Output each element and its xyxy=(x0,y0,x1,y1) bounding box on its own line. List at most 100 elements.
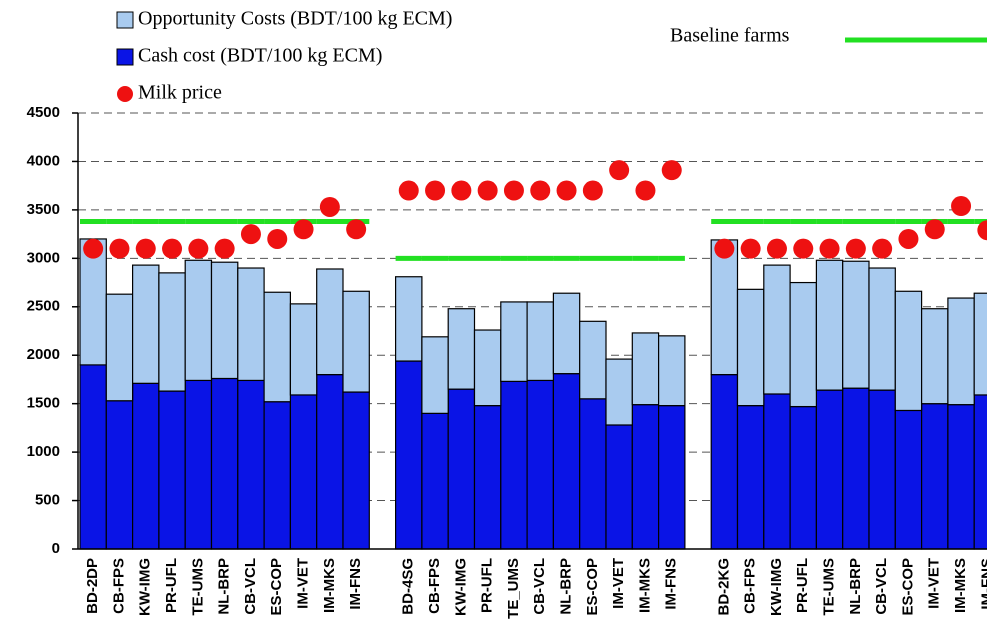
legend-label: Milk price xyxy=(138,82,222,104)
milk-price-dot xyxy=(714,238,735,259)
x-tick-label: ES-COP xyxy=(584,558,601,616)
x-tick-label: CB-VCL xyxy=(242,558,259,615)
x-tick-label: TE_UMS xyxy=(505,558,522,619)
milk-price-dot xyxy=(162,238,183,259)
bar xyxy=(132,264,160,384)
bar xyxy=(920,308,949,405)
bar xyxy=(736,288,765,407)
milk-price-dot xyxy=(530,180,551,201)
bar xyxy=(579,398,607,550)
bar xyxy=(473,329,502,407)
bar xyxy=(158,390,186,550)
bar xyxy=(763,264,791,395)
y-tick-label: 1500 xyxy=(27,395,60,412)
bar xyxy=(631,404,660,550)
milk-price-dot xyxy=(267,228,288,249)
milk-price-dot xyxy=(898,228,919,249)
x-tick-label: IM-VET xyxy=(295,558,312,609)
bar xyxy=(473,405,502,550)
bar xyxy=(421,412,449,550)
bar xyxy=(105,400,134,550)
legend-swatch xyxy=(116,48,134,66)
x-tick-label: IM-FNS xyxy=(978,558,987,610)
bar xyxy=(579,320,607,400)
legend-swatch xyxy=(116,11,134,29)
bar xyxy=(842,387,870,550)
bar xyxy=(289,303,318,396)
y-tick-label: 3000 xyxy=(27,249,60,266)
milk-price-dot xyxy=(582,180,603,201)
x-tick-label: ES-COP xyxy=(268,558,285,616)
y-tick-label: 2000 xyxy=(27,346,60,363)
milk-price-dot xyxy=(503,180,524,201)
bar xyxy=(421,336,449,414)
legend-label: Opportunity Costs (BDT/100 kg ECM) xyxy=(138,8,452,30)
legend-label: Baseline farms xyxy=(670,25,790,47)
legend-label: Cash cost (BDT/100 kg ECM) xyxy=(138,45,382,67)
bar xyxy=(79,364,107,550)
x-tick-label: CB-VCL xyxy=(873,558,890,615)
bar xyxy=(79,238,107,366)
x-tick-label: IM-VET xyxy=(610,558,627,609)
bar xyxy=(526,379,554,550)
bar xyxy=(158,272,186,392)
bar xyxy=(894,409,923,550)
bar xyxy=(605,358,633,426)
x-tick-label: CB-FPS xyxy=(110,558,127,614)
bar xyxy=(763,393,791,550)
x-tick-label: KW-IMG xyxy=(452,558,469,616)
bar xyxy=(789,405,817,550)
y-tick-label: 4500 xyxy=(27,104,60,121)
x-tick-label: PR-UFL xyxy=(479,558,496,613)
bar xyxy=(263,291,292,403)
bar xyxy=(552,373,581,550)
bar xyxy=(395,360,423,550)
x-tick-label: BD-2DP xyxy=(84,558,101,614)
bar xyxy=(868,389,896,550)
milk-price-dot xyxy=(425,180,446,201)
bar xyxy=(184,259,213,382)
bar xyxy=(789,281,817,408)
bar xyxy=(868,267,896,391)
x-tick-label: NL-BRP xyxy=(216,558,233,615)
y-tick-label: 4000 xyxy=(27,152,60,169)
bar xyxy=(657,335,686,407)
bar xyxy=(894,290,923,412)
x-tick-label: NL-BRP xyxy=(558,558,575,615)
bar xyxy=(526,301,554,382)
bar xyxy=(631,332,660,406)
bar xyxy=(447,308,476,390)
milk-price-dot xyxy=(214,238,235,259)
bar xyxy=(342,391,370,550)
x-tick-label: CB-VCL xyxy=(531,558,548,615)
bar xyxy=(973,394,987,550)
bar xyxy=(947,297,975,406)
y-tick-label: 500 xyxy=(35,492,60,509)
x-tick-label: CB-FPS xyxy=(742,558,759,614)
y-tick-label: 1000 xyxy=(27,443,60,460)
milk-price-dot xyxy=(477,180,498,201)
bar xyxy=(710,374,739,550)
bar xyxy=(105,293,134,402)
bar xyxy=(973,292,987,396)
x-tick-label: TE-UMS xyxy=(821,558,838,616)
milk-price-dot xyxy=(188,238,209,259)
bar xyxy=(552,292,581,375)
bar xyxy=(815,389,844,550)
x-tick-label: PR-UFL xyxy=(163,558,180,613)
bar xyxy=(210,261,239,380)
bar xyxy=(184,379,213,550)
bar xyxy=(842,260,870,389)
milk-price-dot xyxy=(951,196,972,217)
bar xyxy=(263,401,292,550)
y-tick-label: 0 xyxy=(52,540,60,557)
bar xyxy=(237,267,265,382)
bar xyxy=(289,394,318,550)
x-tick-label: BD-2KG xyxy=(715,558,732,616)
milk-price-dot xyxy=(766,238,787,259)
legend-swatch xyxy=(117,86,133,102)
bar xyxy=(395,276,423,362)
milk-price-dot xyxy=(83,238,104,259)
bar xyxy=(947,404,975,550)
